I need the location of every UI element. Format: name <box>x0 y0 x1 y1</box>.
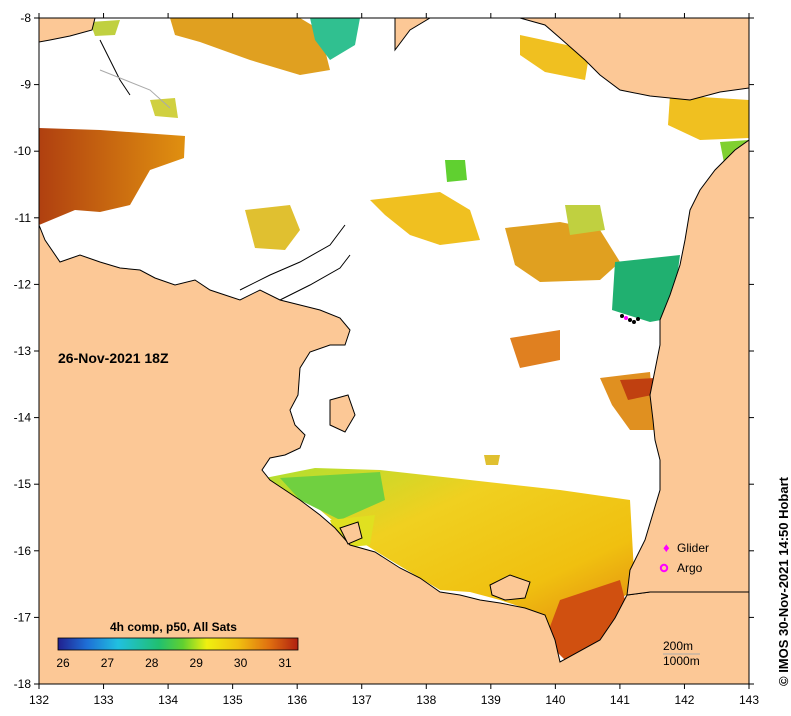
colorbar-tick-label: 27 <box>101 656 115 670</box>
colorbar-ticks: 26 27 28 29 30 31 <box>56 656 292 670</box>
x-tick-label: 140 <box>545 693 565 707</box>
x-axis: 132 133 134 135 136 137 138 139 140 141 142 143 <box>29 13 759 707</box>
glider-label: Glider <box>677 541 709 555</box>
credit-text: © IMOS 30-Nov-2021 14:50 Hobart <box>776 477 791 686</box>
colorbar-tick-label: 31 <box>278 656 292 670</box>
x-tick-label: 135 <box>223 693 243 707</box>
contour-200-label: 200m <box>663 639 693 653</box>
x-tick-label: 134 <box>158 693 178 707</box>
x-tick-label: 141 <box>610 693 630 707</box>
glider-marker-icon: ♦ <box>663 540 670 555</box>
land-masses <box>39 18 749 684</box>
colorbar: 4h comp, p50, All Sats 26 27 28 29 30 31 <box>56 620 299 670</box>
marker-legend: ♦ Glider Argo <box>659 540 709 575</box>
y-tick-label: -16 <box>14 544 32 558</box>
y-axis: -8 -9 -10 -11 -12 -13 -14 -15 -16 -17 -18 <box>14 11 754 691</box>
coastline-details <box>99 39 351 301</box>
x-tick-label: 132 <box>29 693 49 707</box>
y-tick-label: -18 <box>14 677 32 691</box>
colorbar-tick-label: 28 <box>145 656 159 670</box>
date-label: 26-Nov-2021 18Z <box>58 350 169 366</box>
colorbar-tick-label: 30 <box>234 656 248 670</box>
x-tick-label: 137 <box>352 693 372 707</box>
colorbar-title: 4h comp, p50, All Sats <box>110 620 237 634</box>
colorbar-gradient <box>57 637 299 651</box>
shelf-contour <box>99 69 171 109</box>
y-tick-label: -9 <box>20 78 31 92</box>
colorbar-tick-label: 26 <box>56 656 70 670</box>
y-tick-label: -8 <box>20 11 31 25</box>
y-tick-label: -15 <box>14 477 32 491</box>
x-tick-label: 133 <box>94 693 114 707</box>
y-tick-label: -13 <box>14 344 32 358</box>
argo-marker-icon <box>659 563 669 573</box>
glider-track <box>620 314 640 324</box>
x-tick-label: 136 <box>287 693 307 707</box>
y-tick-label: -12 <box>14 277 32 291</box>
x-tick-label: 139 <box>481 693 501 707</box>
y-tick-label: -11 <box>15 211 32 225</box>
x-tick-label: 142 <box>674 693 694 707</box>
x-tick-label: 143 <box>739 693 759 707</box>
y-tick-label: -17 <box>14 610 32 624</box>
y-tick-label: -10 <box>14 144 32 158</box>
contour-scale: 200m 1000m <box>663 639 700 668</box>
x-tick-label: 138 <box>416 693 436 707</box>
colorbar-tick-label: 29 <box>190 656 204 670</box>
contour-1000-label: 1000m <box>663 654 700 668</box>
y-tick-label: -14 <box>14 411 32 425</box>
argo-label: Argo <box>677 561 703 575</box>
